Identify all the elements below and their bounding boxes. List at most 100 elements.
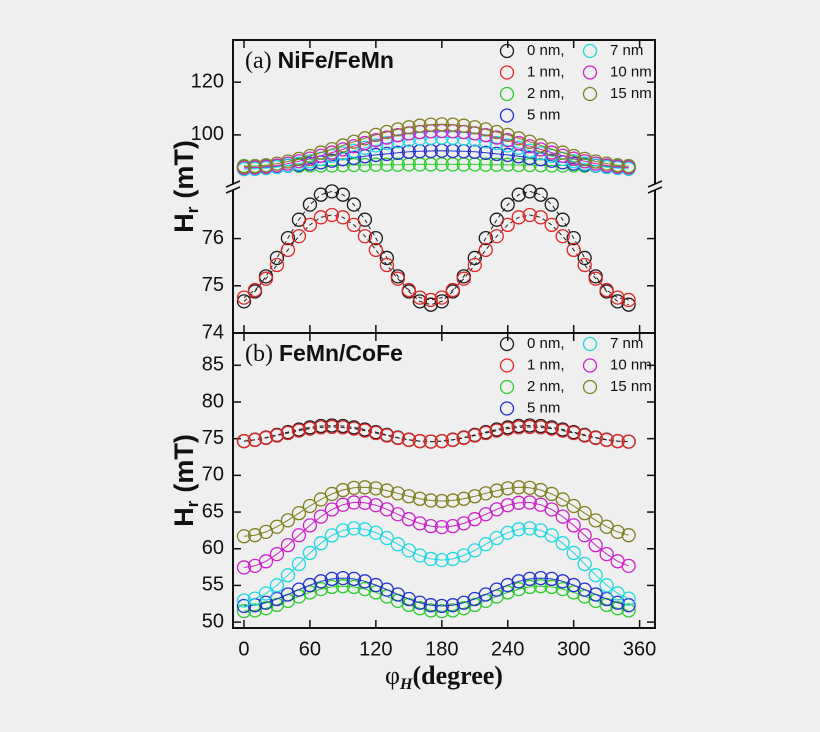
data-point: [335, 482, 351, 498]
data-point: [522, 521, 537, 536]
data-point: [621, 558, 636, 573]
data-point: [390, 271, 405, 286]
panel-name: NiFe/FeMn: [278, 47, 394, 73]
data-point: [456, 430, 471, 446]
data-point: [346, 217, 362, 233]
y-tick-label: 120: [191, 70, 224, 92]
data-point: [489, 229, 504, 244]
y-axis-label: Hr (mT): [169, 434, 202, 527]
fit-line: [243, 190, 629, 306]
x-tick-label: 60: [299, 638, 321, 660]
data-point: [533, 142, 548, 157]
data-point: [500, 525, 515, 540]
data-point: [478, 425, 493, 441]
x-tick-label: 360: [623, 638, 656, 660]
data-point: [313, 187, 329, 202]
data-point: [401, 597, 416, 613]
data-point: [566, 148, 581, 164]
data-point: [478, 486, 493, 501]
data-point: [489, 135, 504, 151]
data-point: [555, 423, 570, 438]
data-point: [324, 207, 340, 223]
data-point: [313, 145, 329, 160]
data-point: [346, 197, 362, 212]
data-point: [533, 138, 548, 153]
data-point: [368, 481, 384, 496]
data-point: [335, 497, 351, 512]
data-point: [478, 242, 493, 258]
data-point: [357, 229, 373, 244]
legend-marker: [499, 358, 515, 373]
x-label-unit: (degree): [413, 661, 503, 690]
data-point: [434, 603, 449, 619]
y-tick-label: 75: [202, 274, 224, 296]
legend-label: 1 nm,: [527, 63, 565, 80]
data-point: [445, 518, 460, 534]
legend-marker: [499, 401, 515, 416]
y-label-unit: (mT): [169, 140, 199, 198]
data-point: [313, 536, 329, 551]
data-point: [269, 257, 285, 273]
data-point: [445, 117, 460, 132]
data-point: [610, 294, 625, 309]
data-point: [269, 156, 285, 171]
data-point: [258, 601, 274, 616]
data-point: [522, 207, 537, 223]
data-point: [258, 554, 274, 569]
data-point: [324, 145, 340, 160]
legend-label: 7 nm: [610, 335, 643, 352]
data-point: [412, 595, 427, 610]
data-point: [577, 528, 592, 543]
data-point: [599, 282, 614, 298]
data-point: [500, 585, 515, 600]
data-point: [544, 502, 559, 517]
legend-label: 15 nm: [610, 85, 652, 102]
data-point: [478, 122, 493, 137]
legend-marker: [582, 86, 598, 102]
data-point: [390, 430, 405, 446]
y-tick-label: 80: [202, 390, 224, 412]
data-point: [434, 117, 449, 132]
data-point: [522, 139, 537, 154]
data-point: [544, 421, 559, 436]
data-point: [566, 242, 581, 258]
data-point: [313, 509, 329, 524]
legend-marker: [582, 379, 598, 395]
data-point: [434, 519, 449, 535]
plots: 74 75 76 100 120 0 nm, 1 nm, 2 nm, 5 nm 7 nm 10 nm…: [169, 39, 663, 693]
y-label-sub: r: [183, 500, 202, 507]
data-point: [500, 577, 515, 593]
data-point: [379, 530, 395, 546]
panel-label: (a): [245, 48, 272, 74]
data-point: [412, 516, 427, 531]
data-point: [368, 133, 384, 148]
data-point: [489, 130, 504, 145]
data-point: [357, 157, 373, 173]
data-point: [412, 601, 427, 616]
data-point: [368, 230, 384, 246]
data-point: [566, 498, 581, 514]
data-point: [522, 184, 537, 199]
data-point: [467, 120, 482, 135]
data-point: [236, 434, 252, 449]
data-point: [280, 538, 296, 553]
data-point: [335, 210, 351, 225]
data-point: [555, 574, 570, 589]
data-point: [423, 292, 438, 308]
data-point: [357, 574, 373, 589]
fit-line: [243, 486, 629, 537]
legend-label: 15 nm: [610, 378, 652, 395]
x-label-main: φ: [385, 661, 400, 690]
data-point: [412, 118, 427, 133]
y-label-unit: (mT): [169, 434, 199, 492]
data-point: [456, 491, 471, 506]
data-point: [401, 432, 416, 448]
data-point: [533, 187, 548, 202]
data-point: [511, 187, 526, 202]
data-point: [390, 486, 405, 501]
legend-marker: [499, 336, 515, 352]
data-point: [236, 290, 252, 305]
data-point: [357, 135, 373, 151]
fit-line: [243, 130, 629, 169]
